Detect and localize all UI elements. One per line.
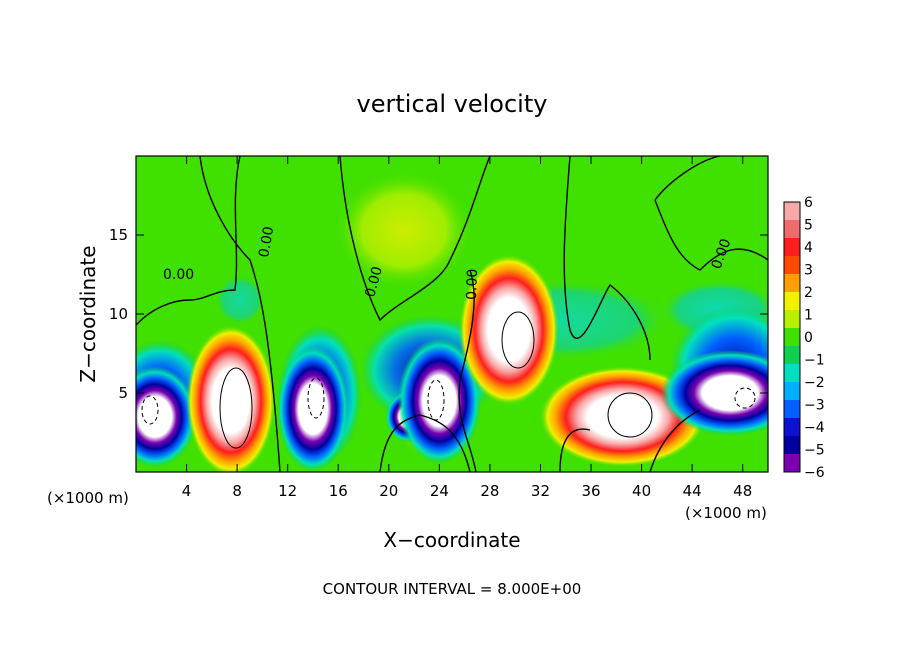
colorbar-swatch — [784, 274, 800, 293]
colorbar-tick-label: 6 — [804, 195, 813, 211]
colorbar-tick-label: 3 — [804, 263, 813, 279]
y-axis-label: Z−coordinate — [76, 245, 100, 382]
x-tick-label: 24 — [430, 482, 449, 500]
contour-label: 0.00 — [256, 225, 277, 258]
colorbar-swatch — [784, 292, 800, 311]
colorbar-tick-label: 1 — [804, 308, 813, 324]
colorbar-swatch — [784, 346, 800, 365]
heatmap-cell — [458, 253, 559, 406]
contour-label: 0.00 — [163, 267, 194, 283]
closed-contours — [141, 311, 756, 449]
x-tick-label: 4 — [182, 482, 192, 500]
x-tick-label: 36 — [581, 482, 600, 500]
colorbar-tick-label: −4 — [804, 420, 825, 436]
y-tick-label: 5 — [118, 384, 128, 402]
x-tick-label: 20 — [379, 482, 398, 500]
colorbar-tick-label: 2 — [804, 285, 813, 301]
heatmap-cell — [660, 350, 768, 436]
x-tick-label: 44 — [683, 482, 702, 500]
colorbar-tick-label: 0 — [804, 330, 813, 346]
contour-label: 0.00 — [464, 268, 481, 300]
colorbar-swatch — [784, 202, 800, 221]
x-tick-label: 28 — [480, 482, 499, 500]
colorbar-tick-label: −1 — [804, 353, 825, 369]
x-tick-label: 32 — [531, 482, 550, 500]
x-unit-right: (×1000 m) — [685, 504, 767, 522]
y-tick-label: 15 — [109, 226, 128, 244]
colorbar-swatch — [784, 310, 800, 329]
x-tick-label: 16 — [329, 482, 348, 500]
x-axis-ticks: 4 8 12 16 20 24 28 32 36 40 44 48 — [182, 156, 752, 500]
colorbar-swatch — [784, 364, 800, 383]
colorbar-tick-label: −6 — [804, 465, 825, 481]
colorbar-tick-label: −2 — [804, 375, 825, 391]
colorbar-swatch — [784, 382, 800, 401]
colorbar-swatch — [784, 256, 800, 275]
x-tick-label: 8 — [232, 482, 242, 500]
colorbar-swatch — [784, 454, 800, 473]
x-tick-label: 48 — [733, 482, 752, 500]
colorbar-tick-label: −5 — [804, 443, 825, 459]
heatmap-cell — [397, 337, 482, 465]
colorbar-swatch — [784, 400, 800, 419]
x-axis-label: X−coordinate — [383, 528, 520, 552]
heatmap-cell — [276, 345, 350, 472]
colorbar-tick-label: −3 — [804, 398, 825, 414]
zero-contours — [136, 156, 768, 472]
colorbar-swatch — [784, 328, 800, 347]
colorbar-swatch — [784, 238, 800, 257]
colorbar: 6 5 4 3 2 1 0 −1 −2 −3 −4 −5 −6 — [783, 195, 825, 481]
x-tick-label: 40 — [632, 482, 651, 500]
contour-interval-note: CONTOUR INTERVAL = 8.000E+00 — [323, 580, 582, 598]
colorbar-swatch — [784, 436, 800, 455]
heatmap-cell — [136, 366, 197, 468]
colorbar-frame — [783, 201, 801, 473]
y-axis-ticks: 5 10 15 — [109, 226, 768, 402]
contour-label: 0.00 — [362, 265, 386, 299]
colorbar-tick-label: 5 — [804, 218, 813, 234]
chart-title: vertical velocity — [357, 90, 548, 118]
colorbar-tick-label: 4 — [804, 240, 813, 256]
colorbar-swatch — [784, 220, 800, 239]
x-unit-left: (×1000 m) — [47, 489, 129, 507]
colorbar-swatch — [784, 418, 800, 437]
x-tick-label: 12 — [278, 482, 297, 500]
y-tick-label: 10 — [109, 305, 128, 323]
heatmap-cell — [186, 325, 276, 472]
